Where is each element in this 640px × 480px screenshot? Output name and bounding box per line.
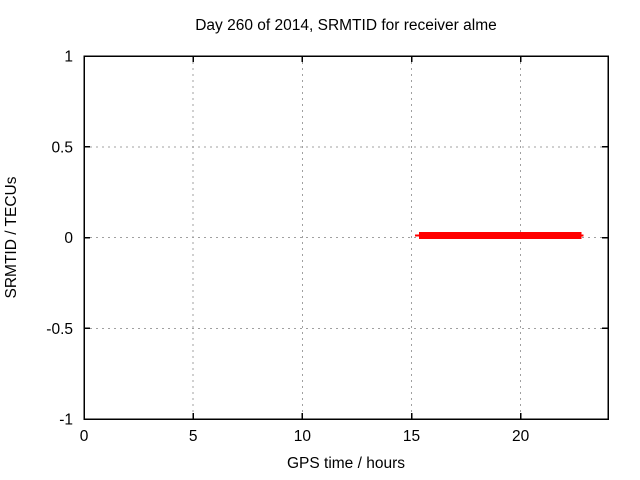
y-tick-label-0: 0: [64, 230, 73, 247]
x-tick-label-10: 10: [294, 428, 312, 445]
y-tick-label--0.5: -0.5: [46, 321, 73, 338]
x-axis-label: GPS time / hours: [287, 455, 405, 472]
x-tick-label-0: 0: [80, 428, 89, 445]
x-tick-label-5: 5: [189, 428, 198, 445]
y-axis-label: SRMTID / TECUs: [3, 176, 20, 298]
y-tick-label-1: 1: [64, 49, 73, 66]
tick-label-layer: 0 5 10 15 20 1 0.5 0 -0.5 -1: [46, 49, 529, 446]
plot-border: [83, 55, 609, 420]
tick-mark-layer: [84, 56, 608, 419]
x-tick-label-15: 15: [403, 428, 420, 445]
y-tick-label--1: -1: [59, 412, 73, 429]
y-tick-label-0.5: 0.5: [51, 139, 73, 156]
x-tick-label-20: 20: [512, 428, 530, 445]
chart-title: Day 260 of 2014, SRMTID for receiver alm…: [195, 17, 497, 34]
